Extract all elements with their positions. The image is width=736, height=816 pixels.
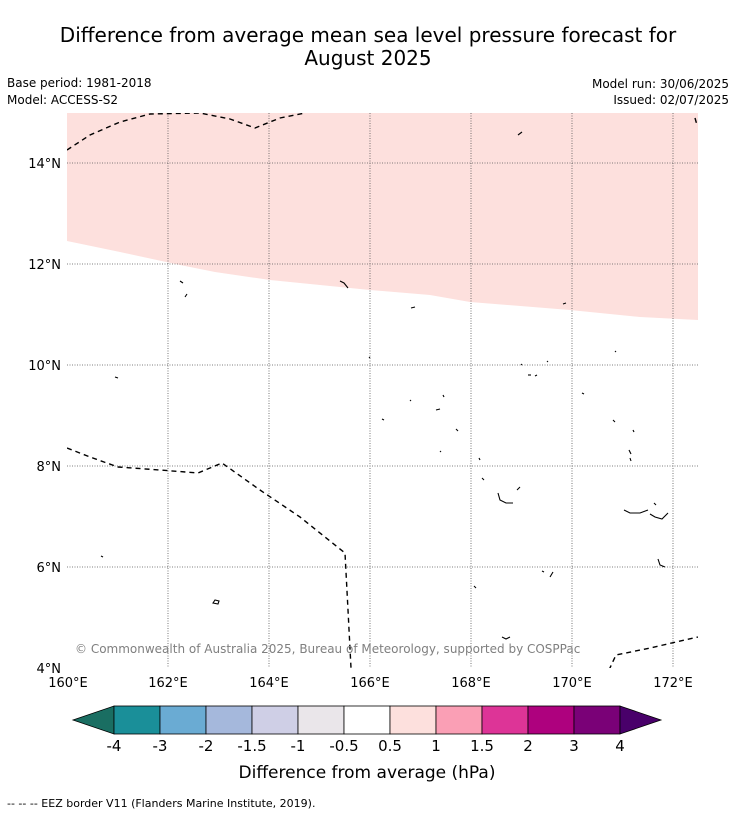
anomaly-region-0.5-to-1: [67, 113, 698, 320]
island-outlines: [100, 131, 669, 640]
lon-label: 168°E: [451, 676, 491, 691]
colorbar-tick-label: 3: [569, 737, 579, 755]
colorbar-segment: [481, 705, 529, 735]
colorbar-segment: [343, 705, 391, 735]
colorbar: -4 -3 -2 -1.5 -1 -0.5 0.5 1 1.5 2 3 4: [71, 705, 663, 755]
lat-label: 4°N: [37, 662, 62, 677]
colorbar-segment: [159, 705, 207, 735]
colorbar-tick-label: -0.5: [329, 737, 358, 755]
colorbar-segment: [389, 705, 437, 735]
lat-label: 8°N: [37, 460, 62, 475]
colorbar-tick-label: 1.5: [470, 737, 494, 755]
colorbar-label: Difference from average (hPa): [239, 763, 496, 783]
lat-label: 6°N: [37, 561, 62, 576]
map-title-line-1: Difference from average mean sea level p…: [59, 23, 677, 47]
lon-label: 164°E: [249, 676, 289, 691]
colorbar-tick-label: 1: [431, 737, 441, 755]
colorbar-tick-label: 4: [615, 737, 625, 755]
colorbar-segment: [297, 705, 345, 735]
colorbar-segment: [113, 705, 161, 735]
colorbar-segment: [435, 705, 483, 735]
latitude-labels: 14°N 12°N 10°N 8°N 6°N 4°N: [28, 157, 61, 677]
colorbar-segment: [527, 705, 575, 735]
lat-label: 12°N: [28, 258, 61, 273]
lon-label: 160°E: [48, 676, 88, 691]
colorbar-extend-high: [619, 705, 663, 735]
colorbar-tick-label: -1: [291, 737, 306, 755]
map-title-line-2: August 2025: [304, 46, 432, 70]
colorbar-segment: [205, 705, 253, 735]
colorbar-segment: [573, 705, 621, 735]
colorbar-tick-label: 0.5: [378, 737, 402, 755]
colorbar-extend-low: [71, 705, 115, 735]
colorbar-tick-label: -2: [199, 737, 214, 755]
lat-label: 14°N: [28, 157, 61, 172]
lat-label: 10°N: [28, 359, 61, 374]
model-name: Model: ACCESS-S2: [7, 93, 119, 107]
colorbar-tick-label: -3: [153, 737, 168, 755]
colorbar-tick-label: -1.5: [237, 737, 266, 755]
eez-legend-note: -- -- -- EEZ border V11 (Flanders Marine…: [7, 797, 316, 810]
model-run: Model run: 30/06/2025: [591, 77, 729, 91]
lon-label: 170°E: [552, 676, 592, 691]
lon-label: 172°E: [653, 676, 693, 691]
eez-borders: [67, 113, 698, 668]
copyright-notice: © Commonwealth of Australia 2025, Bureau…: [75, 642, 580, 656]
colorbar-tick-label: 2: [523, 737, 533, 755]
colorbar-tick-label: -4: [107, 737, 122, 755]
longitude-labels: 160°E 162°E 164°E 166°E 168°E 170°E 172°…: [48, 676, 693, 691]
lon-label: 162°E: [148, 676, 188, 691]
issued-date: Issued: 02/07/2025: [613, 93, 729, 107]
lon-label: 166°E: [350, 676, 390, 691]
colorbar-segment: [251, 705, 299, 735]
graticule: [67, 113, 698, 668]
base-period: Base period: 1981-2018: [7, 76, 152, 90]
